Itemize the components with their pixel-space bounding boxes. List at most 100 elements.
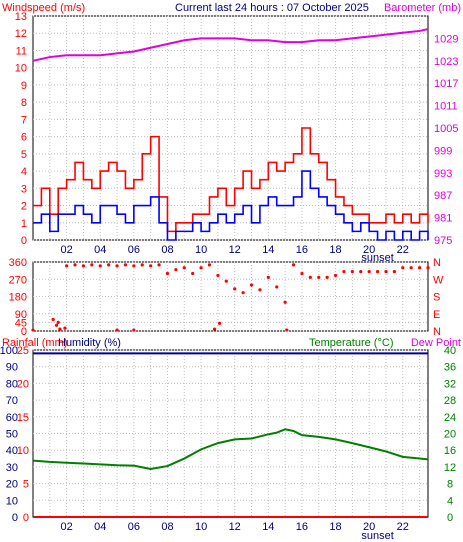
rainfall-tick-label: 15 xyxy=(17,412,29,424)
temp-x-tick-label: 14 xyxy=(262,521,274,533)
rainfall-tick-label: 5 xyxy=(23,479,29,491)
baro-tick-label: 987 xyxy=(434,190,452,202)
compass-tick-label: E xyxy=(433,309,440,321)
direction-point xyxy=(115,328,119,332)
temp-x-tick-label: 22 xyxy=(397,521,409,533)
direction-point xyxy=(132,328,136,332)
humidity-tick-label: 0 xyxy=(12,512,18,524)
direction-point xyxy=(63,326,67,330)
direction-point xyxy=(258,288,262,292)
temperature-tick-label: 28 xyxy=(444,395,456,407)
rainfall-tick-label: 25 xyxy=(17,345,29,357)
direction-point xyxy=(182,266,186,270)
humidity-axis-title: Humidity (%) xyxy=(58,337,121,349)
direction-point xyxy=(123,263,128,267)
direction-point xyxy=(149,264,153,268)
temperature-tick-label: 40 xyxy=(444,345,456,357)
humidity-tick-label: 80 xyxy=(6,378,18,390)
temp-x-tick-label: 20 xyxy=(363,521,375,533)
humidity-tick-label: 60 xyxy=(6,412,18,424)
temperature-tick-label: 36 xyxy=(444,362,456,374)
direction-point xyxy=(300,271,304,276)
direction-point xyxy=(249,283,254,287)
wind-tick-label: 1 xyxy=(21,218,27,230)
compass-tick-label: S xyxy=(433,292,440,304)
rainfall-tick-label: 20 xyxy=(17,378,29,390)
direction-point xyxy=(207,263,212,267)
temp-x-tick-label: 18 xyxy=(329,521,341,533)
wind-x-tick-label: 22 xyxy=(397,244,409,256)
baro-axis-title: Barometer (mb) xyxy=(384,2,461,14)
wind-tick-label: 3 xyxy=(21,183,27,195)
wind-x-tick-label: 20 xyxy=(363,244,375,256)
temp-x-tick-label: 06 xyxy=(128,521,140,533)
baro-tick-label: 975 xyxy=(434,235,452,247)
rainfall-tick-label: 0 xyxy=(23,512,29,524)
direction-point xyxy=(65,264,69,268)
wind-sunset-label: sunset xyxy=(361,252,393,264)
compass-tick-label: N xyxy=(433,257,441,269)
temperature-tick-label: 24 xyxy=(444,412,456,424)
wind-tick-label: 10 xyxy=(15,63,27,75)
baro-tick-label: 993 xyxy=(434,168,452,180)
baro-tick-label: 1029 xyxy=(434,33,458,45)
temperature-series-line xyxy=(32,428,429,471)
wind-x-tick-label: 16 xyxy=(296,244,308,256)
direction-point xyxy=(409,266,413,270)
direction-point xyxy=(283,300,287,304)
wind-x-tick-label: 14 xyxy=(262,244,274,256)
wind-tick-label: 13 xyxy=(15,11,27,23)
baro-tick-label: 981 xyxy=(434,213,452,225)
direction-point xyxy=(90,263,94,267)
direction-tick-label: 45 xyxy=(15,317,27,329)
direction-point xyxy=(132,264,136,268)
direction-point xyxy=(266,275,270,279)
direction-point xyxy=(401,266,405,270)
wind-x-tick-label: 02 xyxy=(60,244,72,256)
direction-tick-label: 270 xyxy=(9,274,27,286)
wind-tick-label: 0 xyxy=(21,235,27,247)
direction-point xyxy=(31,328,35,332)
baro-tick-label: 1011 xyxy=(434,101,458,113)
temp-x-tick-label: 16 xyxy=(296,521,308,533)
baro-tick-label: 1023 xyxy=(434,56,458,68)
wind-axis-title: Windspeed (m/s) xyxy=(2,2,85,14)
direction-point xyxy=(140,263,144,267)
temp-sunset-label: sunset xyxy=(361,530,393,542)
direction-point xyxy=(54,323,59,327)
direction-tick-label: 0 xyxy=(21,326,27,338)
wind-x-tick-label: 12 xyxy=(229,244,241,256)
humidity-tick-label: 90 xyxy=(6,362,18,374)
wind-tick-label: 11 xyxy=(16,45,27,57)
direction-point xyxy=(157,263,161,267)
direction-point xyxy=(165,271,170,276)
temperature-tick-label: 20 xyxy=(444,429,456,441)
direction-point xyxy=(115,264,119,268)
wind-tick-label: 8 xyxy=(21,97,27,109)
wind-tick-label: 6 xyxy=(21,132,27,144)
average-wind-series-line xyxy=(33,170,429,241)
direction-point xyxy=(375,269,380,274)
wind-x-tick-label: 10 xyxy=(195,244,207,256)
direction-point xyxy=(392,269,396,274)
direction-point xyxy=(333,273,338,278)
direction-point xyxy=(107,263,111,267)
temperature-tick-label: 32 xyxy=(444,378,456,390)
temp-x-tick-label: 12 xyxy=(229,521,241,533)
humidity-tick-label: 20 xyxy=(6,479,18,491)
direction-point xyxy=(58,327,62,331)
wind-tick-label: 5 xyxy=(21,149,27,161)
wind-tick-label: 7 xyxy=(21,114,27,126)
direction-point xyxy=(224,279,228,283)
humidity-tick-label: 50 xyxy=(6,429,18,441)
wind-tick-label: 12 xyxy=(15,28,27,40)
wind-x-tick-label: 04 xyxy=(94,244,106,256)
direction-point xyxy=(350,269,354,274)
wind-tick-label: 9 xyxy=(21,80,27,92)
direction-point xyxy=(417,266,422,270)
wind-x-tick-label: 08 xyxy=(161,244,173,256)
baro-tick-label: 1005 xyxy=(434,123,458,135)
direction-point xyxy=(317,275,321,279)
temperature-tick-label: 8 xyxy=(447,479,453,491)
